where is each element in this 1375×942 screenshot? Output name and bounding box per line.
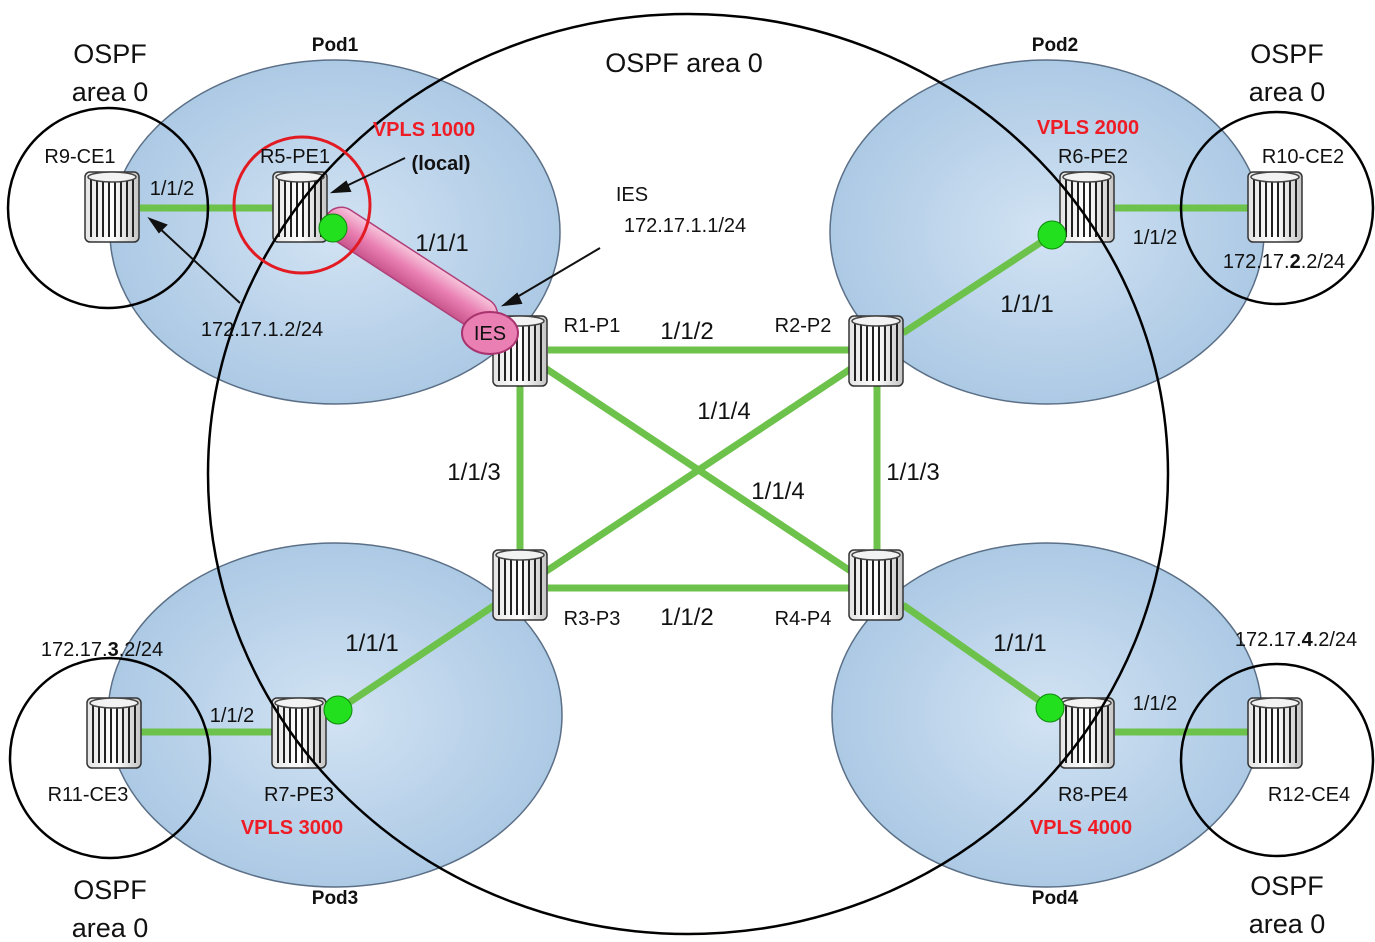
- label-r8-pe4: R8-PE4: [1058, 784, 1128, 806]
- address-ce2: 172.17.2.2/24: [1223, 251, 1345, 273]
- pod3-label: Pod3: [312, 888, 358, 909]
- address-ce3-part3: .2/24: [119, 639, 163, 661]
- address-ce2-part3: .2/24: [1301, 251, 1345, 273]
- label-r6-pe2: R6-PE2: [1058, 146, 1128, 168]
- router-r12-ce4: [1247, 697, 1303, 769]
- ospf-area-main-circle: [206, 12, 1170, 936]
- label-r9-ce1: R9-CE1: [44, 146, 115, 168]
- arrowhead-vpls-local: [329, 180, 352, 194]
- label-r11-ce3: R11-CE3: [48, 784, 129, 806]
- label-r2-p2: R2-P2: [775, 315, 832, 337]
- vpls-3000-label: VPLS 3000: [241, 817, 343, 839]
- arrowhead-ies: [500, 292, 523, 307]
- ospf-br-line1: OSPF: [1250, 871, 1324, 901]
- ospf-circle-r12: [1179, 662, 1375, 858]
- vpls-1000-highlight: [232, 135, 372, 275]
- address-ce3-part1: 172.17.: [41, 639, 108, 661]
- port-ce1-pe1: 1/1/2: [150, 178, 194, 200]
- router-r2-p2: [848, 315, 904, 387]
- vpls-dot-pe2: [1037, 220, 1067, 250]
- address-ce2-part2: 2: [1290, 251, 1301, 273]
- router-r10-ce2: [1247, 171, 1303, 243]
- arrow-vpls-local: [341, 157, 406, 189]
- ospf-tr-line1: OSPF: [1250, 39, 1324, 69]
- link-r2-r6: [901, 232, 1054, 336]
- ies-badge-icon: [461, 311, 519, 355]
- address-ce1: 172.17.1.2/24: [201, 319, 323, 341]
- router-r7-pe3: [271, 697, 327, 769]
- port-pe4-ce4: 1/1/2: [1133, 693, 1177, 715]
- port-pe1-p1: 1/1/1: [415, 230, 468, 257]
- ospf-circle-r11: [8, 656, 212, 860]
- router-r4-p4: [848, 549, 904, 621]
- router-r8-pe4: [1059, 697, 1115, 769]
- label-r12-ce4: R12-CE4: [1268, 784, 1350, 806]
- pod2-label: Pod2: [1032, 35, 1078, 56]
- label-r4-p4: R4-P4: [775, 608, 832, 630]
- port-pe2-ce2: 1/1/2: [1133, 227, 1177, 249]
- port-cross-a: 1/1/4: [697, 398, 750, 425]
- address-ce2-part1: 172.17.: [1223, 251, 1290, 273]
- port-p4-pe4: 1/1/1: [993, 630, 1046, 657]
- label-r5-pe1: R5-PE1: [260, 146, 330, 168]
- link-r3-r7: [336, 602, 497, 713]
- vpls-dot-pe4: [1035, 693, 1065, 723]
- ospf-area-main-label: OSPF area 0: [605, 48, 763, 78]
- ies-badge-text: IES: [474, 323, 506, 345]
- ospf-br-line2: area 0: [1249, 909, 1326, 939]
- address-ce3: 172.17.3.2/24: [41, 639, 163, 661]
- address-ce4-part2: 4: [1302, 629, 1314, 651]
- link-r2-r3: [543, 365, 854, 575]
- vpls-2000-label: VPLS 2000: [1037, 117, 1139, 139]
- label-r1-p1: R1-P1: [564, 315, 621, 337]
- ies-address: 172.17.1.1/24: [624, 215, 746, 237]
- vpls-local-label: (local): [412, 153, 471, 175]
- arrowhead-ce1: [147, 216, 168, 234]
- router-r3-p3: [492, 549, 548, 621]
- vpls-4000-label: VPLS 4000: [1030, 817, 1132, 839]
- port-pe3-ce3: 1/1/2: [210, 705, 254, 727]
- label-r10-ce2: R10-CE2: [1262, 146, 1344, 168]
- port-p3-pe3: 1/1/1: [345, 630, 398, 657]
- port-p3-p4: 1/1/2: [660, 604, 713, 631]
- address-ce4: 172.17.4.2/24: [1235, 629, 1357, 651]
- label-r7-pe3: R7-PE3: [264, 784, 334, 806]
- ospf-tl-line1: OSPF: [73, 39, 147, 69]
- port-cross-b: 1/1/4: [751, 478, 804, 505]
- pod4-label: Pod4: [1032, 888, 1079, 909]
- port-p1-p3: 1/1/3: [447, 459, 500, 486]
- label-r3-p3: R3-P3: [564, 608, 621, 630]
- router-r11-ce3: [86, 697, 142, 769]
- arrow-ies: [511, 247, 601, 301]
- vpls-dot-pe3: [323, 695, 353, 725]
- port-p2-p4: 1/1/3: [886, 459, 939, 486]
- ies-label: IES: [616, 184, 648, 206]
- router-r6-pe2: [1059, 171, 1115, 243]
- ospf-tl-line2: area 0: [72, 77, 149, 107]
- vpls-1000-label: VPLS 1000: [373, 119, 475, 141]
- port-p1-p2: 1/1/2: [660, 318, 713, 345]
- vpls-dot-pe1: [318, 213, 348, 243]
- ospf-circle-r9: [6, 106, 210, 310]
- address-ce4-part3: .2/24: [1313, 629, 1357, 651]
- ospf-circle-r10: [1179, 110, 1375, 306]
- address-ce3-part2: 3: [108, 639, 119, 661]
- address-ce4-part1: 172.17.: [1235, 629, 1302, 651]
- ospf-tr-line2: area 0: [1249, 77, 1326, 107]
- ospf-bl-line2: area 0: [72, 913, 149, 942]
- ospf-bl-line1: OSPF: [73, 875, 147, 905]
- pod1-label: Pod1: [312, 35, 359, 56]
- link-r4-r8: [900, 602, 1053, 711]
- router-r9-ce1: [84, 171, 140, 243]
- port-p2-pe2: 1/1/1: [1000, 291, 1053, 318]
- arrow-ce1-addr: [155, 224, 241, 304]
